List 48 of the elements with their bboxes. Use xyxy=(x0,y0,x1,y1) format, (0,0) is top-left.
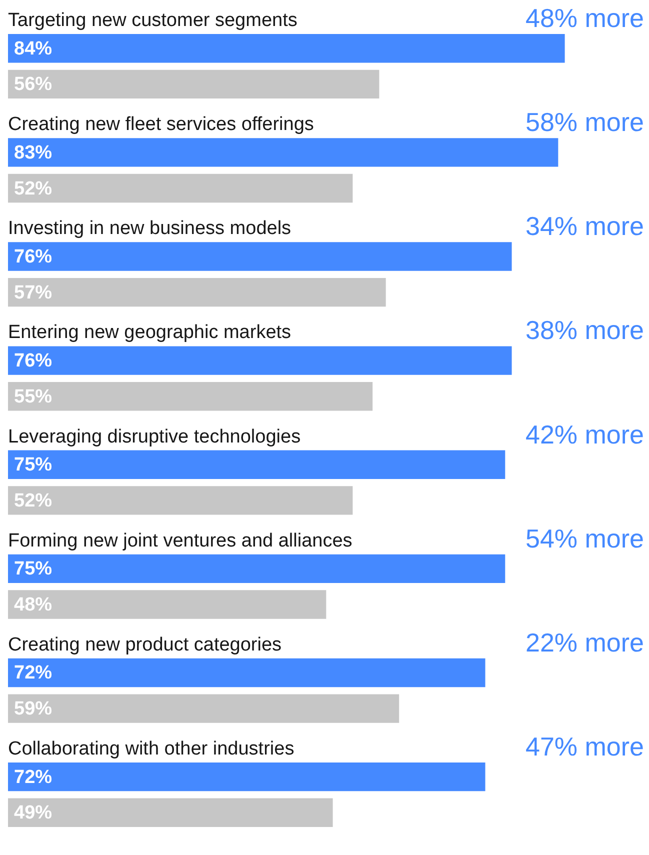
data-label: 76% xyxy=(14,350,52,372)
data-label: 72% xyxy=(14,766,52,788)
data-label: 52% xyxy=(14,490,52,512)
annotation: 48% more xyxy=(526,3,644,34)
bar xyxy=(8,762,486,792)
data-label: 57% xyxy=(14,282,52,304)
annotation: 42% more xyxy=(526,419,644,450)
data-label: 75% xyxy=(14,454,52,476)
data-label: 52% xyxy=(14,178,52,200)
bar xyxy=(8,138,558,167)
y-tick-label: Creating new product categories xyxy=(8,634,282,656)
bar xyxy=(8,382,373,411)
bar xyxy=(8,554,506,584)
y-tick-label: Investing in new business models xyxy=(8,218,292,240)
bar xyxy=(8,658,486,688)
annotation: 38% more xyxy=(526,315,644,346)
annotation: 22% more xyxy=(526,627,644,658)
data-label: 56% xyxy=(14,74,52,96)
bar xyxy=(8,70,380,99)
data-label: 83% xyxy=(14,142,52,164)
data-label: 72% xyxy=(14,662,52,684)
bar xyxy=(8,486,353,515)
y-tick-label: Creating new fleet services offerings xyxy=(8,114,314,136)
data-label: 59% xyxy=(14,698,52,720)
y-tick-label: Forming new joint ventures and alliances xyxy=(8,530,352,552)
y-tick-label: Leveraging disruptive technologies xyxy=(8,426,301,448)
data-label: 84% xyxy=(14,38,52,60)
bar xyxy=(8,242,512,271)
annotation: 54% more xyxy=(526,523,644,554)
bar xyxy=(8,34,565,63)
bar xyxy=(8,346,512,375)
data-label: 55% xyxy=(14,386,52,408)
bar xyxy=(8,174,353,203)
annotation: 34% more xyxy=(526,211,644,242)
data-label: 76% xyxy=(14,246,52,268)
data-label: 49% xyxy=(14,802,52,824)
bar xyxy=(8,278,386,307)
bar xyxy=(8,694,400,723)
bar xyxy=(8,450,506,479)
data-label: 48% xyxy=(14,594,52,616)
bar xyxy=(8,590,326,619)
annotation: 47% more xyxy=(526,731,644,762)
data-label: 75% xyxy=(14,558,52,580)
annotation: 58% more xyxy=(526,107,644,138)
y-tick-label: Targeting new customer segments xyxy=(8,10,298,32)
y-tick-label: Collaborating with other industries xyxy=(8,738,294,760)
y-tick-label: Entering new geographic markets xyxy=(8,322,292,344)
bar xyxy=(8,798,333,827)
